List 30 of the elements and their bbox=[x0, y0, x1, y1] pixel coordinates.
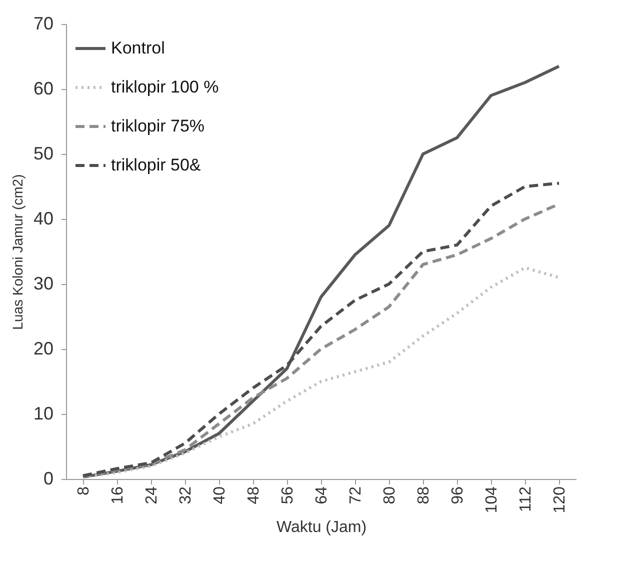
x-tick-label: 16 bbox=[110, 486, 126, 504]
x-tick-label: 8 bbox=[76, 486, 92, 496]
y-tick-label: 60 bbox=[33, 78, 54, 98]
x-tick-label: 48 bbox=[246, 486, 262, 504]
y-tick-label: 20 bbox=[33, 338, 54, 358]
x-tick-label: 64 bbox=[314, 486, 330, 504]
x-tick-label: 112 bbox=[518, 486, 534, 512]
y-tick-label: 30 bbox=[33, 274, 54, 294]
x-tick-label: 80 bbox=[382, 486, 398, 504]
x-tick-label: 40 bbox=[212, 486, 228, 504]
x-tick-label: 24 bbox=[144, 486, 160, 504]
line-series bbox=[82, 266, 560, 479]
x-tick-label: 88 bbox=[416, 486, 432, 504]
y-tick-label: 70 bbox=[33, 14, 54, 34]
legend-label: triklopir 100 % bbox=[111, 78, 219, 96]
x-tick-label: 56 bbox=[280, 486, 296, 504]
y-tick-label: 0 bbox=[43, 468, 54, 488]
legend-label: Kontrol bbox=[111, 38, 165, 58]
y-tick-label: 50 bbox=[33, 144, 54, 164]
y-tick-label: 10 bbox=[33, 404, 54, 424]
legend-label: triklopir 50& bbox=[111, 156, 202, 174]
legend-label: triklopir 75% bbox=[111, 116, 205, 136]
x-tick-label: 72 bbox=[348, 486, 364, 504]
x-tick-label: 104 bbox=[484, 486, 500, 514]
y-tick-label: 40 bbox=[33, 208, 54, 228]
x-tick-label: 96 bbox=[450, 486, 466, 504]
y-axis-title: Luas Koloni Jamur (cm2) bbox=[9, 174, 26, 330]
x-tick-label: 32 bbox=[178, 486, 194, 504]
x-tick-label: 120 bbox=[552, 486, 568, 514]
x-axis-title: Waktu (Jam) bbox=[276, 519, 367, 536]
